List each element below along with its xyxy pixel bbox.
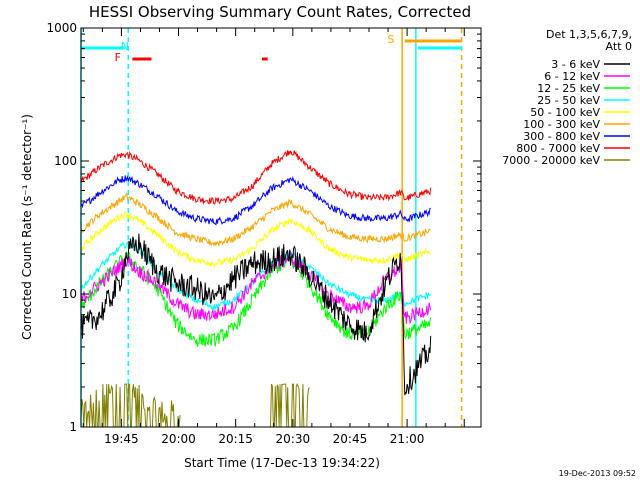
x-tick-label: 19:45 (104, 432, 139, 446)
series-line-6 (80, 191, 431, 247)
x-tick-label: 20:15 (218, 432, 253, 446)
x-tick-label: 20:45 (333, 432, 368, 446)
legend-label-5: 50 - 100 keV (530, 106, 600, 119)
legend-label-1: 3 - 6 keV (551, 58, 600, 71)
timestamp: 19-Dec-2013 09:52 (559, 469, 636, 478)
legend-label-2: 6 - 12 keV (544, 70, 600, 83)
series-line-1 (80, 233, 432, 396)
y-tick-label: 100 (54, 154, 77, 168)
x-tick-label: 21:00 (390, 432, 425, 446)
x-axis-label: Start Time (17-Dec-13 19:34:22) (184, 456, 380, 470)
series-line-9-b (267, 382, 310, 428)
series-line-8 (80, 150, 432, 206)
legend-label-7: 300 - 800 keV (523, 130, 600, 143)
series-line-5 (80, 211, 432, 269)
plot-frame (80, 27, 482, 428)
flag-label-N: N (121, 40, 129, 53)
legend-label-8: 800 - 7000 keV (516, 142, 600, 155)
flag-label-S: S (387, 33, 394, 46)
series-line-7 (80, 174, 431, 226)
y-tick-label: 1 (69, 420, 77, 434)
legend-label-9: 7000 - 20000 keV (502, 154, 600, 167)
y-tick-label: 10 (62, 287, 77, 301)
legend-header-0: Det 1,3,5,6,7,9, (546, 28, 632, 41)
series-line-2 (80, 251, 432, 325)
y-tick-label: 1000 (46, 21, 77, 35)
legend-header-1: Att 0 (606, 40, 632, 53)
legend-label-4: 25 - 50 keV (537, 94, 600, 107)
y-axis-label: Corrected Count Rate (s⁻¹ detector⁻¹) (20, 114, 34, 340)
chart-title: HESSI Observing Summary Count Rates, Cor… (89, 3, 471, 21)
legend-label-3: 12 - 25 keV (537, 82, 600, 95)
series-line-9-a (80, 383, 181, 428)
flag-label-F: F (115, 51, 121, 64)
x-tick-label: 20:00 (161, 432, 196, 446)
legend-label-6: 100 - 300 keV (523, 118, 600, 131)
plot-area: NF S 1 10 100 1000 19:45 20:00 20:15 20:30 20:45 21… (46, 21, 482, 446)
x-tick-label: 20:30 (276, 432, 311, 446)
